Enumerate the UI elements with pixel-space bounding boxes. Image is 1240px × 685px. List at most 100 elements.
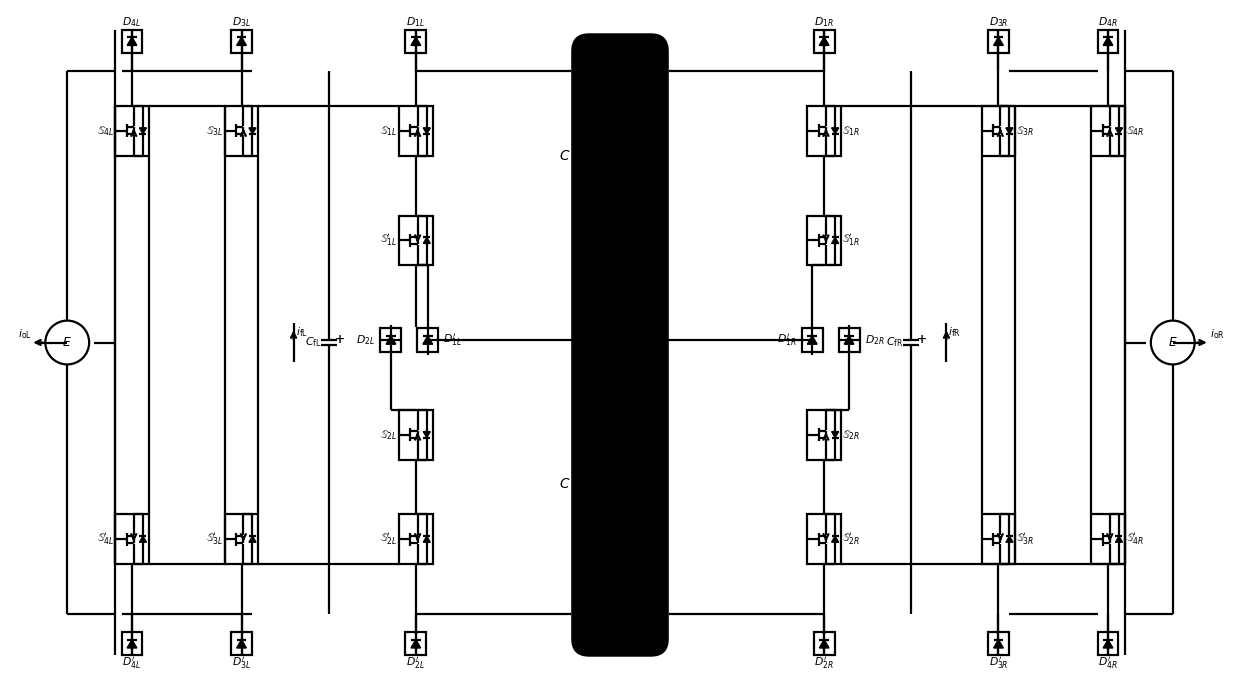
Text: $D_{2L}$: $D_{2L}$ — [356, 333, 376, 347]
Bar — [405, 29, 427, 53]
Text: $D_{4R}$: $D_{4R}$ — [1099, 14, 1118, 29]
Polygon shape — [423, 128, 430, 134]
Text: $\mathbb{S}_{4R}'$: $\mathbb{S}_{4R}'$ — [1126, 531, 1145, 547]
Bar — [807, 106, 841, 155]
Bar — [115, 514, 149, 564]
Bar — [838, 328, 859, 351]
Polygon shape — [128, 640, 136, 648]
Text: $D_{1L}'$: $D_{1L}'$ — [443, 332, 463, 348]
Polygon shape — [410, 640, 420, 648]
Bar — [1097, 632, 1118, 656]
Polygon shape — [139, 128, 146, 134]
Text: $D_{3L}'$: $D_{3L}'$ — [232, 656, 250, 671]
Polygon shape — [237, 640, 247, 648]
Polygon shape — [249, 128, 255, 134]
Bar — [1091, 514, 1125, 564]
Text: $\mathbb{S}_{2R}'$: $\mathbb{S}_{2R}'$ — [842, 531, 861, 547]
Bar — [807, 514, 841, 564]
Polygon shape — [820, 37, 830, 45]
Bar — [418, 328, 438, 351]
Text: +: + — [918, 333, 928, 346]
Text: $\mathbb{S}_{1R}'$: $\mathbb{S}_{1R}'$ — [842, 232, 861, 249]
Bar — [122, 632, 143, 656]
Text: $E$: $E$ — [1168, 336, 1178, 349]
Bar — [405, 632, 427, 656]
Text: $\mathbb{S}_{2L}'$: $\mathbb{S}_{2L}'$ — [381, 531, 398, 547]
Text: $D_{3R}'$: $D_{3R}'$ — [988, 656, 1008, 671]
Text: $C_{\mathrm{fL}}$: $C_{\mathrm{fL}}$ — [305, 336, 321, 349]
Text: $D_{1R}'$: $D_{1R}'$ — [777, 332, 797, 348]
Text: $i_{\mathrm{oR}}$: $i_{\mathrm{oR}}$ — [1210, 327, 1225, 341]
Polygon shape — [423, 238, 430, 243]
Bar — [982, 514, 1016, 564]
Text: $\mathbb{S}_{1L}'$: $\mathbb{S}_{1L}'$ — [381, 232, 398, 249]
Polygon shape — [993, 640, 1003, 648]
Bar — [115, 106, 149, 155]
Polygon shape — [832, 432, 838, 438]
Text: $\mathbb{S}_{2L}$: $\mathbb{S}_{2L}$ — [381, 427, 398, 442]
Text: $C_{\mathrm{fR}}$: $C_{\mathrm{fR}}$ — [885, 336, 903, 349]
Text: $\mathbb{S}_{4R}$: $\mathbb{S}_{4R}$ — [1126, 124, 1145, 138]
Bar — [988, 29, 1009, 53]
Polygon shape — [1104, 37, 1112, 45]
Bar — [399, 216, 433, 265]
Text: $D_{4R}'$: $D_{4R}'$ — [1099, 656, 1118, 671]
Polygon shape — [423, 432, 430, 438]
Bar — [1091, 106, 1125, 155]
Polygon shape — [249, 536, 255, 543]
Polygon shape — [139, 536, 146, 543]
Text: $\mathbb{S}_{1L}$: $\mathbb{S}_{1L}$ — [381, 124, 398, 138]
Text: $\mathbb{S}_{4L}'$: $\mathbb{S}_{4L}'$ — [97, 531, 114, 547]
Polygon shape — [128, 37, 136, 45]
Text: $\mathbb{S}_{3R}$: $\mathbb{S}_{3R}$ — [1017, 124, 1034, 138]
Text: $D_{1L}$: $D_{1L}$ — [407, 14, 425, 29]
Text: $D_{2L}'$: $D_{2L}'$ — [407, 656, 425, 671]
Polygon shape — [1116, 536, 1122, 543]
Bar — [813, 29, 835, 53]
Text: $\mathbb{S}_{3L}$: $\mathbb{S}_{3L}$ — [206, 124, 223, 138]
Text: $\mathbb{S}_{2R}$: $\mathbb{S}_{2R}$ — [842, 427, 861, 442]
Text: $i_{\mathrm{fR}}$: $i_{\mathrm{fR}}$ — [949, 325, 961, 340]
Text: $D_{1R}$: $D_{1R}$ — [815, 14, 835, 29]
Bar — [399, 410, 433, 460]
Text: $E$: $E$ — [585, 477, 595, 491]
Text: $D_{2R}$: $D_{2R}$ — [864, 333, 884, 347]
Polygon shape — [1006, 128, 1013, 134]
Text: $D_{4L}'$: $D_{4L}'$ — [123, 656, 141, 671]
Text: $E$: $E$ — [585, 149, 595, 163]
Text: $\mathbb{S}_{4L}$: $\mathbb{S}_{4L}$ — [97, 124, 114, 138]
Bar — [988, 632, 1009, 656]
Polygon shape — [832, 536, 838, 543]
Bar — [1097, 29, 1118, 53]
Bar — [399, 106, 433, 155]
Polygon shape — [832, 238, 838, 243]
Polygon shape — [237, 37, 247, 45]
Bar — [399, 514, 433, 564]
Text: $i_{\mathrm{oL}}$: $i_{\mathrm{oL}}$ — [19, 327, 32, 341]
Polygon shape — [423, 336, 433, 345]
Bar — [122, 29, 143, 53]
Bar — [224, 514, 258, 564]
Text: $D_{3R}$: $D_{3R}$ — [988, 14, 1008, 29]
Polygon shape — [386, 336, 396, 345]
Text: $C$: $C$ — [559, 149, 570, 163]
Bar — [381, 328, 402, 351]
Polygon shape — [1116, 128, 1122, 134]
Bar — [231, 632, 252, 656]
Text: $\mathbb{S}_{1R}$: $\mathbb{S}_{1R}$ — [842, 124, 861, 138]
Bar — [224, 106, 258, 155]
Polygon shape — [1006, 536, 1013, 543]
Polygon shape — [423, 536, 430, 543]
Text: $D_{4L}$: $D_{4L}$ — [123, 14, 141, 29]
Polygon shape — [807, 336, 817, 345]
Polygon shape — [844, 336, 854, 345]
Polygon shape — [993, 37, 1003, 45]
Text: $\mathbb{S}_{3L}'$: $\mathbb{S}_{3L}'$ — [206, 531, 223, 547]
Text: $D_{3L}$: $D_{3L}$ — [232, 14, 250, 29]
Text: $i_{\mathrm{fL}}$: $i_{\mathrm{fL}}$ — [295, 325, 308, 340]
Text: $\mathbb{S}_{3R}'$: $\mathbb{S}_{3R}'$ — [1017, 531, 1034, 547]
Bar — [813, 632, 835, 656]
Text: $C$: $C$ — [559, 477, 570, 491]
Polygon shape — [410, 37, 420, 45]
Text: +: + — [335, 333, 345, 346]
